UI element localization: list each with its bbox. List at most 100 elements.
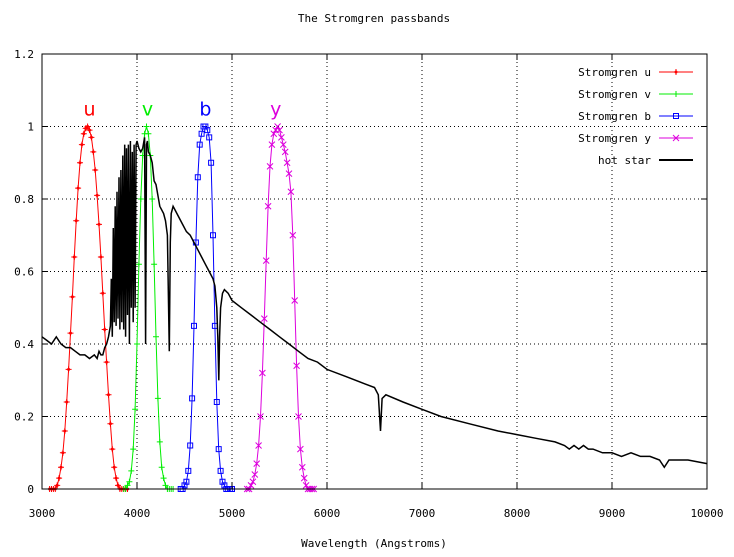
data-point bbox=[137, 196, 144, 202]
data-point bbox=[297, 445, 304, 453]
x-tick-label: 8000 bbox=[504, 507, 531, 520]
data-point bbox=[279, 141, 287, 148]
data-point bbox=[90, 148, 97, 155]
data-point bbox=[107, 420, 114, 427]
data-point bbox=[158, 464, 165, 471]
x-tick-label: 3000 bbox=[29, 507, 56, 520]
y-tick-label: 1.2 bbox=[14, 48, 34, 61]
legend-entry-stromgren-v: Stromgren v bbox=[578, 88, 693, 101]
data-point bbox=[255, 442, 262, 449]
x-tick-label: 5000 bbox=[219, 507, 246, 520]
data-point bbox=[204, 127, 211, 134]
data-point bbox=[101, 326, 108, 333]
band-label-b: b bbox=[199, 99, 211, 121]
data-point bbox=[191, 322, 197, 329]
data-point bbox=[145, 130, 152, 137]
data-point bbox=[289, 231, 297, 239]
legend-marker bbox=[673, 69, 679, 75]
data-point bbox=[77, 159, 83, 166]
axis-ticks: 3000 4000 5000 6000 7000 8000 9000 10000 0 0.2 0.4… bbox=[14, 48, 723, 520]
series-line-stromgren-b bbox=[180, 126, 232, 490]
data-point bbox=[268, 141, 276, 148]
data-point bbox=[281, 148, 289, 156]
series-line-hot-star bbox=[41, 137, 708, 469]
data-point bbox=[266, 163, 274, 170]
data-point bbox=[285, 170, 293, 177]
data-point bbox=[185, 467, 192, 474]
legend-entry-stromgren-y: Stromgren y bbox=[578, 132, 693, 145]
x-tick-label: 9000 bbox=[599, 507, 626, 520]
legend-entry-hot-star: hot star bbox=[598, 154, 693, 167]
data-point bbox=[63, 399, 70, 405]
legend-label: Stromgren y bbox=[578, 132, 651, 145]
data-point bbox=[293, 362, 300, 370]
y-tick-label: 0.6 bbox=[14, 266, 34, 279]
data-point bbox=[247, 482, 255, 489]
band-label-v: v bbox=[142, 99, 153, 121]
data-point bbox=[94, 192, 101, 199]
data-point bbox=[181, 482, 188, 489]
data-point bbox=[124, 482, 131, 489]
data-point bbox=[75, 185, 82, 192]
data-point bbox=[298, 463, 306, 471]
legend-label: Stromgren b bbox=[578, 110, 651, 123]
series-hot-star bbox=[41, 137, 708, 469]
data-point bbox=[295, 413, 302, 420]
series-stromgren-y bbox=[243, 123, 318, 493]
data-point bbox=[189, 395, 196, 402]
data-point bbox=[88, 134, 95, 141]
data-point bbox=[260, 315, 268, 322]
data-point bbox=[86, 127, 93, 134]
data-point bbox=[126, 478, 133, 485]
data-point bbox=[151, 261, 158, 268]
data-point bbox=[264, 202, 272, 210]
x-tick-label: 7000 bbox=[409, 507, 436, 520]
series-line-stromgren-y bbox=[247, 125, 314, 490]
data-point bbox=[208, 159, 215, 166]
y-tick-label: 0.4 bbox=[14, 338, 34, 351]
data-point bbox=[80, 130, 87, 137]
y-tick-label: 0.8 bbox=[14, 193, 34, 206]
data-point bbox=[56, 475, 63, 482]
data-point bbox=[194, 174, 201, 181]
data-point bbox=[300, 474, 308, 482]
x-tick-label: 6000 bbox=[314, 507, 341, 520]
data-point bbox=[213, 399, 220, 405]
data-point bbox=[276, 126, 283, 134]
data-point bbox=[215, 446, 222, 453]
data-point bbox=[128, 467, 135, 474]
data-point bbox=[78, 141, 85, 148]
data-point bbox=[65, 366, 72, 373]
data-point bbox=[274, 123, 281, 130]
data-point bbox=[217, 467, 224, 474]
y-tick-label: 1 bbox=[27, 121, 34, 134]
legend: Stromgren u Stromgren v Stromgren b Stromgr… bbox=[578, 66, 693, 167]
data-point bbox=[253, 460, 261, 467]
data-point bbox=[183, 478, 190, 485]
data-point bbox=[160, 475, 167, 482]
data-point bbox=[149, 196, 156, 202]
data-point bbox=[105, 391, 112, 398]
data-point bbox=[262, 257, 270, 264]
data-point bbox=[219, 478, 226, 485]
plot-series bbox=[41, 123, 708, 493]
data-point bbox=[73, 217, 80, 224]
data-point bbox=[134, 341, 140, 347]
data-point bbox=[103, 359, 110, 366]
data-point bbox=[278, 134, 285, 141]
data-point bbox=[115, 482, 121, 489]
data-point bbox=[202, 123, 209, 130]
data-point bbox=[135, 261, 142, 268]
data-point bbox=[270, 130, 278, 138]
series-stromgren-b bbox=[177, 123, 235, 492]
data-point bbox=[84, 123, 91, 130]
data-point bbox=[156, 438, 163, 445]
data-point bbox=[221, 482, 228, 489]
band-label-y: y bbox=[270, 99, 281, 121]
data-point bbox=[143, 123, 150, 130]
data-point bbox=[61, 428, 68, 434]
legend-marker bbox=[673, 113, 679, 119]
data-point bbox=[58, 464, 64, 471]
